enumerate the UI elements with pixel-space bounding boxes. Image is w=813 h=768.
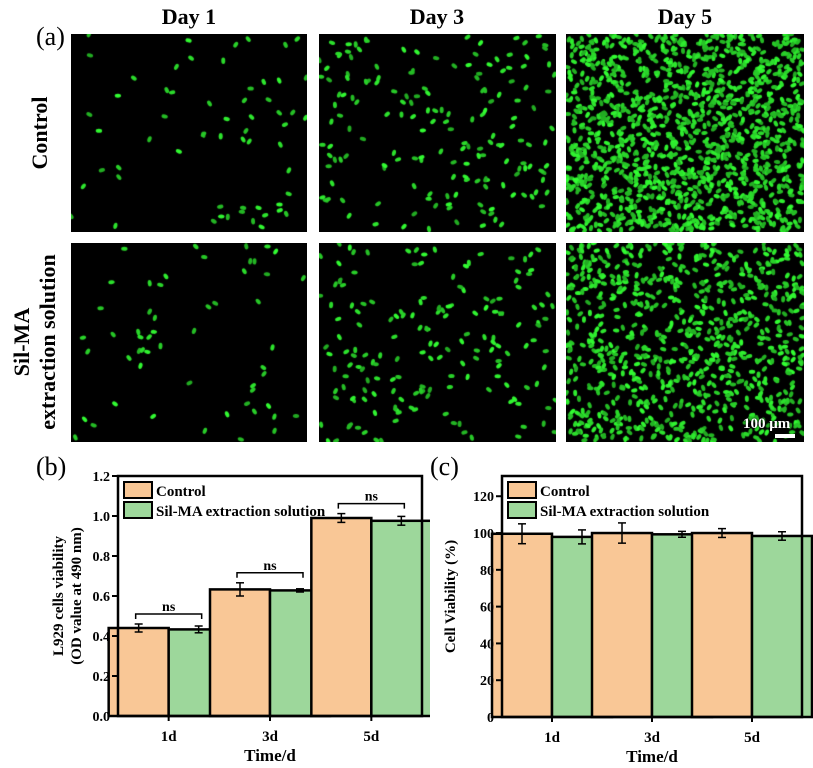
y-tick-label: 0.2 (93, 670, 111, 685)
cell-image (566, 34, 804, 232)
scale-bar-label: 100 μm (743, 416, 791, 432)
y-tick-label: 100 (473, 527, 494, 542)
y-tick-label: 0.8 (93, 550, 111, 565)
scale-bar (775, 434, 795, 438)
micrograph-control-day1 (71, 34, 307, 232)
legend-label-0: Control (540, 484, 590, 500)
x-axis-label: Time/d (626, 747, 678, 766)
column-title-day5: Day 5 (657, 4, 713, 29)
significance-bracket (134, 613, 203, 619)
column-title-day1: Day 1 (161, 4, 217, 29)
y-tick-label: 120 (473, 490, 494, 505)
legend-label-1: Sil-MA extraction solution (540, 504, 710, 520)
x-tick-label-3d: 3d (644, 730, 661, 746)
y-tick-label: 1.0 (93, 510, 111, 525)
y-tick-label: 20 (480, 674, 494, 689)
significance-bracket (236, 572, 304, 578)
cell-image (71, 34, 307, 232)
significance-label: ns (263, 559, 277, 574)
significance-label: ns (162, 600, 176, 615)
y-tick-label: 60 (480, 601, 494, 616)
micrograph-control-day5 (566, 34, 804, 232)
legend-label-1: Sil-MA extraction solution (156, 504, 326, 520)
x-tick-label-1d: 1d (161, 729, 178, 745)
cell-image (566, 243, 804, 442)
y-tick-label: 0 (487, 711, 494, 726)
panel-label-b: (b) (36, 452, 67, 481)
panel-label-a: (a) (36, 22, 65, 51)
y-tick-label: 0.6 (93, 590, 111, 605)
y-tick-label: 1.2 (93, 470, 111, 485)
y-tick-label: 0.0 (93, 710, 111, 725)
column-title-day3: Day 3 (409, 4, 465, 29)
y-axis-label: (OD value at 490 nm) (69, 527, 85, 665)
bar-control-3d (590, 531, 654, 719)
plot-frame (500, 474, 804, 719)
micrograph-silma-day1 (71, 243, 307, 442)
bar-silma-5d (370, 519, 430, 718)
bar-control-5d (690, 531, 754, 719)
legend-swatch-1 (507, 501, 537, 519)
micrograph-control-day3 (319, 34, 556, 232)
row-label-line: extraction solution (35, 254, 60, 430)
bar-control-3d (208, 588, 272, 718)
significance-bracket (337, 502, 406, 509)
y-axis-label: Cell Viability (%) (443, 540, 459, 653)
micrograph-silma-day5 (566, 243, 804, 442)
x-tick-label-3d: 3d (262, 729, 279, 745)
cell-image (71, 243, 307, 442)
chart-c: 1d 3d 5d 0 20 40 60 80 100 120 Time/d Cell Viabilit… (443, 474, 813, 766)
x-tick-label-5d: 5d (363, 729, 380, 745)
panel-label-c: (c) (430, 452, 459, 481)
legend-swatch-0 (123, 481, 153, 499)
row-label-control: Control (27, 53, 53, 213)
row-label-silma: Sil-MA extraction solution (9, 242, 61, 442)
micrograph-silma-day3 (319, 243, 556, 442)
cell-image (319, 34, 556, 232)
legend-label-0: Control (156, 484, 206, 500)
row-label-line: Control (27, 96, 52, 170)
y-tick-label: 0.4 (93, 630, 111, 645)
cell-image (319, 243, 556, 442)
legend-swatch-1 (123, 501, 153, 519)
bar-control-5d (310, 516, 373, 718)
chart-b: ns 1d ns 3d ns 5d 0.0 0.2 0.4 0.6 0.8 1.0 1.2 Time/d L… (51, 470, 430, 765)
row-label-line: Sil-MA (9, 307, 34, 377)
x-tick-label-1d: 1d (544, 730, 561, 746)
y-tick-label: 40 (480, 637, 494, 652)
x-axis-label: Time/d (244, 746, 296, 765)
legend-swatch-0 (507, 481, 537, 499)
significance-label: ns (365, 490, 379, 505)
y-tick-label: 80 (480, 564, 494, 579)
x-tick-label-5d: 5d (744, 730, 761, 746)
y-axis-label: L929 cells viability (51, 536, 67, 657)
